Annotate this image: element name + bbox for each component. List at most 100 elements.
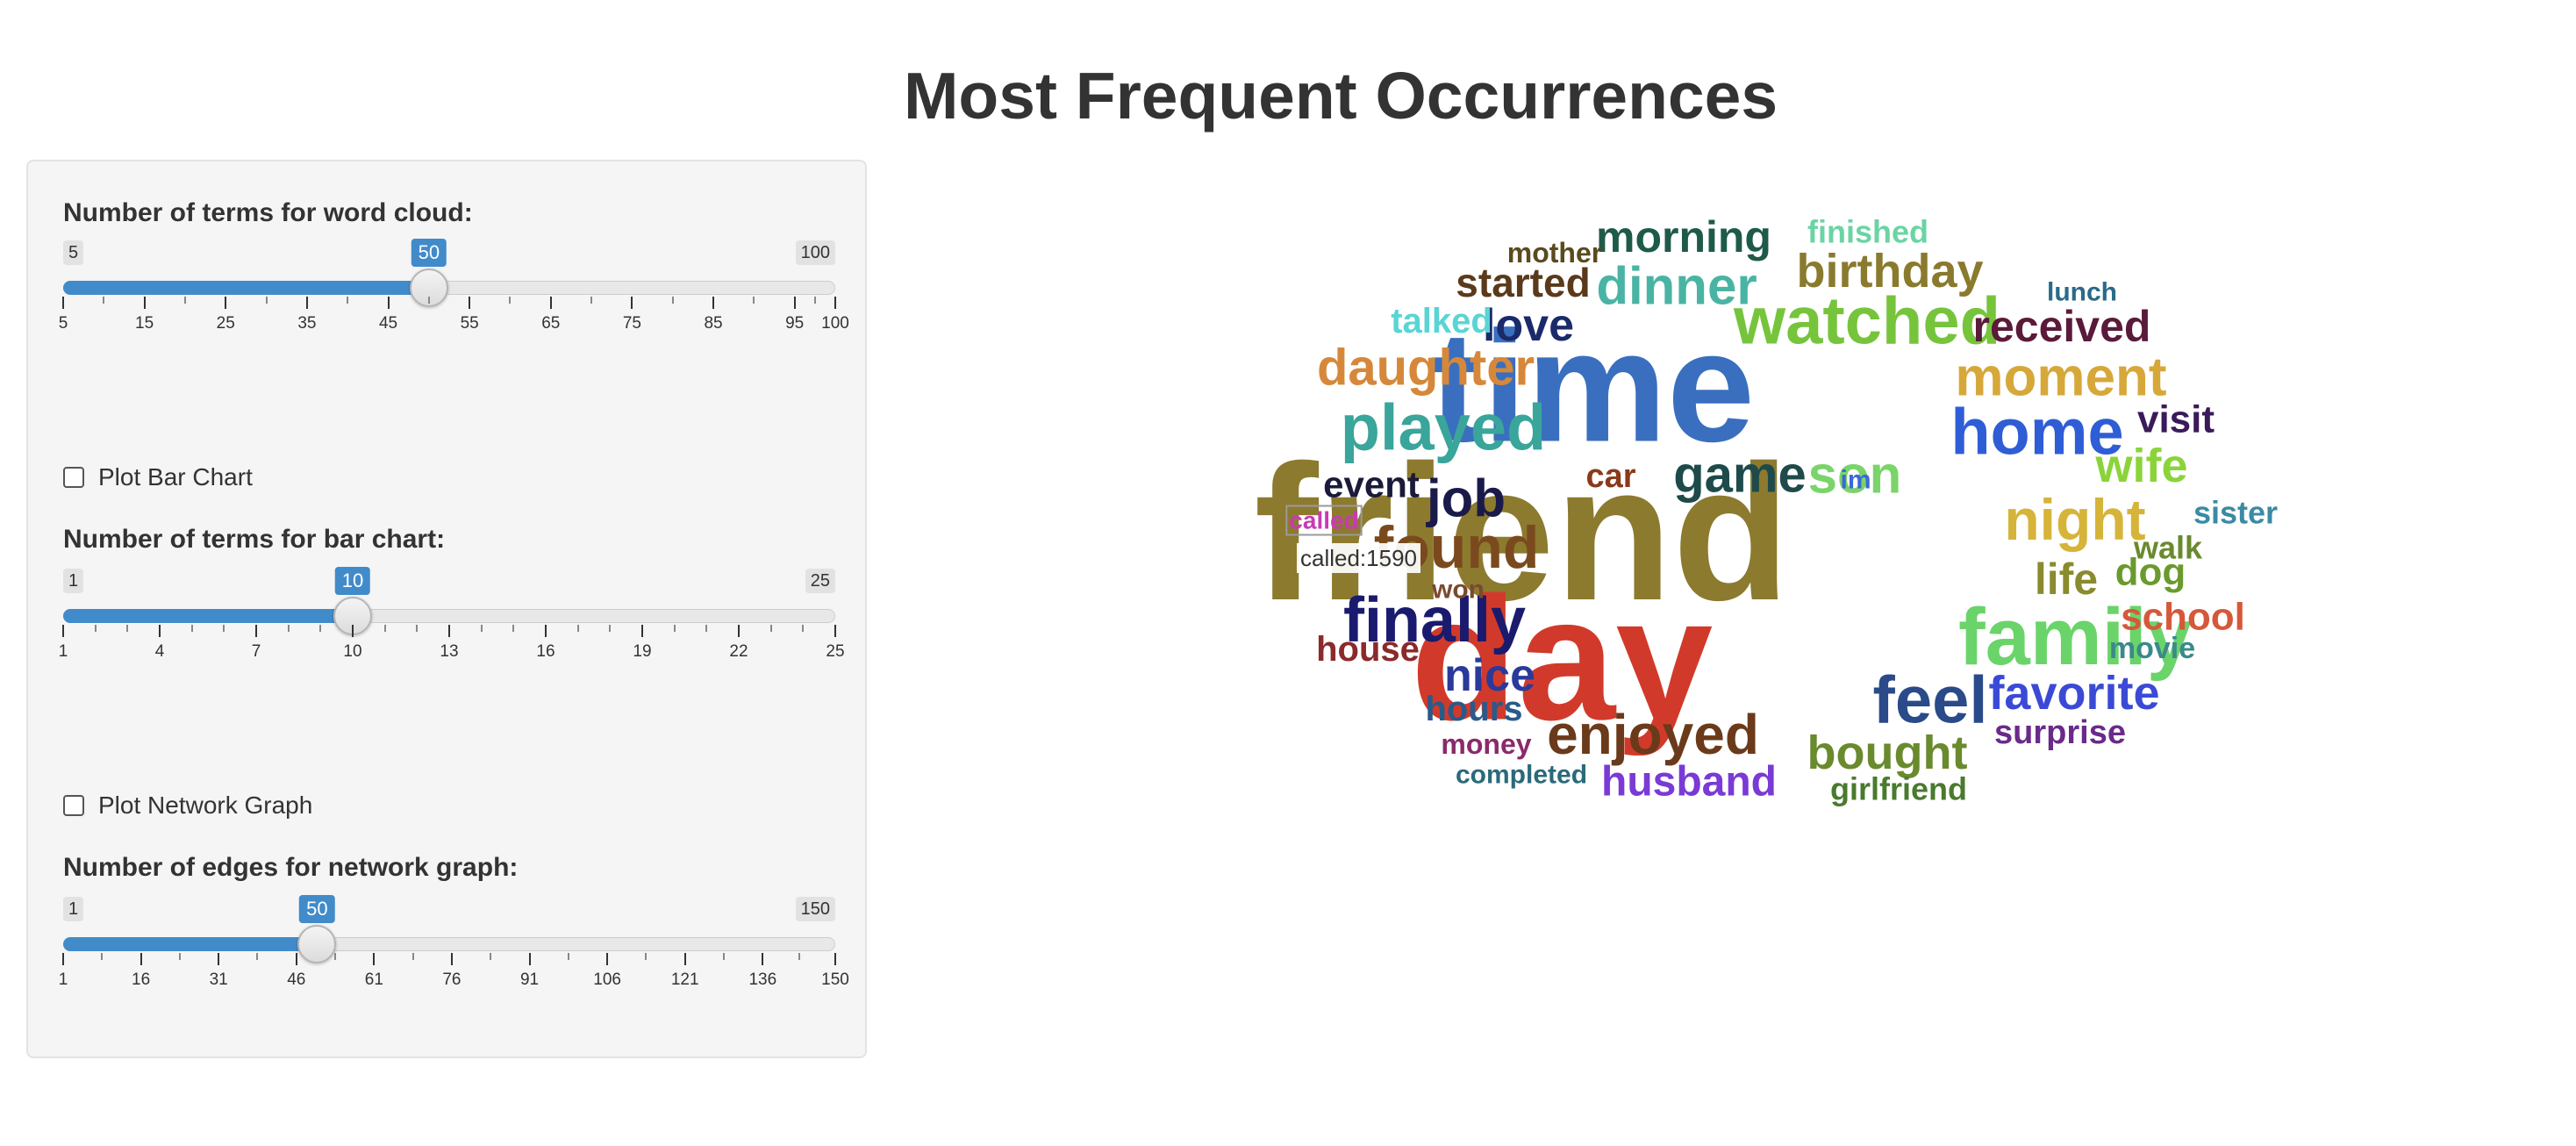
- slider-tick: [712, 297, 715, 309]
- slider-tick: [793, 297, 796, 309]
- word-favorite[interactable]: favorite: [1988, 667, 2159, 720]
- word-job[interactable]: job: [1426, 469, 1506, 528]
- word-sister[interactable]: sister: [2193, 495, 2278, 531]
- plot-bar-chart-checkbox-row[interactable]: Plot Bar Chart: [63, 463, 253, 491]
- word-surprise[interactable]: surprise: [1994, 714, 2126, 751]
- slider-tick-label: 75: [622, 314, 641, 333]
- word-school[interactable]: school: [2121, 596, 2245, 639]
- network-edges-slider[interactable]: 1 150 50 1 16 31 46 61 76 91 106 121 136 150: [59, 895, 849, 1002]
- slider-minor-tick: [480, 625, 483, 632]
- plot-bar-chart-checkbox[interactable]: [63, 467, 84, 488]
- slider-tick-label: 7: [251, 642, 261, 661]
- word-lunch[interactable]: lunch: [2047, 278, 2117, 307]
- slider-tick-label: 100: [821, 314, 849, 333]
- word-nice[interactable]: nice: [1444, 650, 1535, 701]
- slider-minor-tick: [769, 625, 772, 632]
- slider-tick-label: 16: [132, 971, 151, 989]
- slider-tick: [469, 297, 471, 309]
- word-dog[interactable]: dog: [2115, 551, 2186, 594]
- word-movie[interactable]: movie: [2109, 632, 2195, 665]
- word-house[interactable]: house: [1316, 630, 1420, 669]
- word-bought[interactable]: bought: [1807, 727, 1968, 779]
- slider-tick: [159, 625, 161, 637]
- word-finished[interactable]: finished: [1807, 214, 1928, 250]
- word-started[interactable]: started: [1456, 260, 1590, 305]
- slider-tick: [305, 297, 308, 309]
- word-played[interactable]: played: [1341, 391, 1546, 464]
- word-wife[interactable]: wife: [2094, 440, 2187, 492]
- slider-tick: [641, 625, 643, 637]
- slider-handle[interactable]: [409, 269, 448, 307]
- slider-tick-label: 19: [633, 642, 652, 661]
- slider-min-label: 1: [63, 569, 84, 593]
- plot-network-graph-checkbox[interactable]: [63, 795, 84, 816]
- slider-minor-tick: [798, 953, 800, 960]
- slider-minor-tick: [645, 953, 648, 960]
- word-watched[interactable]: watched: [1733, 284, 2000, 359]
- wordcloud-terms-label: Number of terms for word cloud:: [63, 198, 473, 227]
- word-daughter[interactable]: daughter: [1317, 340, 1535, 397]
- word-money[interactable]: money: [1441, 728, 1531, 760]
- slider-min-label: 5: [63, 240, 84, 265]
- bar-terms-label: Number of terms for bar chart:: [63, 525, 446, 554]
- slider-minor-tick: [576, 625, 579, 632]
- word-cloud[interactable]: friend time day family watched home played mome…: [877, 160, 2576, 1058]
- word-game[interactable]: game: [1673, 447, 1807, 504]
- word-friend[interactable]: friend: [1254, 425, 1790, 641]
- word-dinner[interactable]: dinner: [1596, 257, 1757, 316]
- slider-minor-tick: [723, 953, 726, 960]
- slider-tick: [448, 625, 450, 637]
- word-talked[interactable]: talked: [1391, 302, 1492, 340]
- word-girlfriend[interactable]: girlfriend: [1830, 771, 1967, 807]
- word-time[interactable]: time: [1430, 299, 1755, 476]
- word-moment[interactable]: moment: [1955, 347, 2166, 408]
- slider-tick-label: 136: [748, 971, 777, 989]
- word-event[interactable]: event: [1323, 464, 1420, 505]
- slider-tick: [140, 953, 142, 965]
- word-enjoyed[interactable]: enjoyed: [1547, 703, 1759, 766]
- slider-tick: [738, 625, 740, 637]
- word-visit[interactable]: visit: [2137, 398, 2215, 441]
- bar-terms-slider[interactable]: 1 25 10 1 4 7 10 13 16 19 22 25: [59, 567, 845, 674]
- slider-tick-label: 16: [536, 642, 555, 661]
- slider-minor-tick: [319, 625, 322, 632]
- word-feel[interactable]: feel: [1873, 663, 1988, 738]
- slider-tick: [606, 953, 609, 965]
- word-son[interactable]: son: [1808, 446, 1902, 505]
- word-finally[interactable]: finally: [1343, 585, 1526, 655]
- slider-minor-tick: [178, 953, 181, 960]
- word-night[interactable]: night: [2004, 487, 2145, 552]
- word-husband[interactable]: husband: [1601, 759, 1777, 806]
- slider-tick-label: 106: [593, 971, 621, 989]
- slider-tick-label: 31: [209, 971, 228, 989]
- word-hours[interactable]: hours: [1425, 690, 1522, 728]
- word-im[interactable]: im: [1840, 466, 1871, 495]
- word-family[interactable]: family: [1958, 592, 2192, 682]
- word-received[interactable]: received: [1973, 302, 2151, 351]
- word-love[interactable]: love: [1483, 300, 1574, 351]
- word-mother[interactable]: mother: [1507, 237, 1602, 269]
- word-home[interactable]: home: [1950, 396, 2123, 469]
- slider-tick-label: 46: [287, 971, 306, 989]
- word-completed[interactable]: completed: [1456, 761, 1587, 790]
- word-morning[interactable]: morning: [1596, 212, 1771, 261]
- word-walk[interactable]: walk: [2133, 530, 2203, 566]
- slider-fill: [63, 609, 353, 623]
- word-car[interactable]: car: [1585, 458, 1635, 495]
- word-birthday[interactable]: birthday: [1796, 245, 1983, 297]
- plot-bar-chart-label[interactable]: Plot Bar Chart: [98, 463, 253, 491]
- slider-value-bubble: 50: [299, 895, 335, 923]
- plot-network-graph-label[interactable]: Plot Network Graph: [98, 791, 313, 819]
- slider-fill: [63, 281, 429, 295]
- word-called[interactable]: called: [1289, 507, 1358, 534]
- slider-tick: [528, 953, 531, 965]
- slider-handle[interactable]: [297, 925, 337, 963]
- word-life[interactable]: life: [2035, 555, 2098, 604]
- slider-minor-tick: [509, 297, 512, 304]
- slider-tick: [834, 297, 836, 309]
- word-won[interactable]: won: [1431, 576, 1485, 605]
- plot-network-graph-checkbox-row[interactable]: Plot Network Graph: [63, 791, 312, 820]
- word-day[interactable]: day: [1411, 562, 1714, 757]
- wordcloud-terms-slider[interactable]: 5 100 50 5 15 25 35 45 55 65 75 85 95 100: [59, 239, 849, 346]
